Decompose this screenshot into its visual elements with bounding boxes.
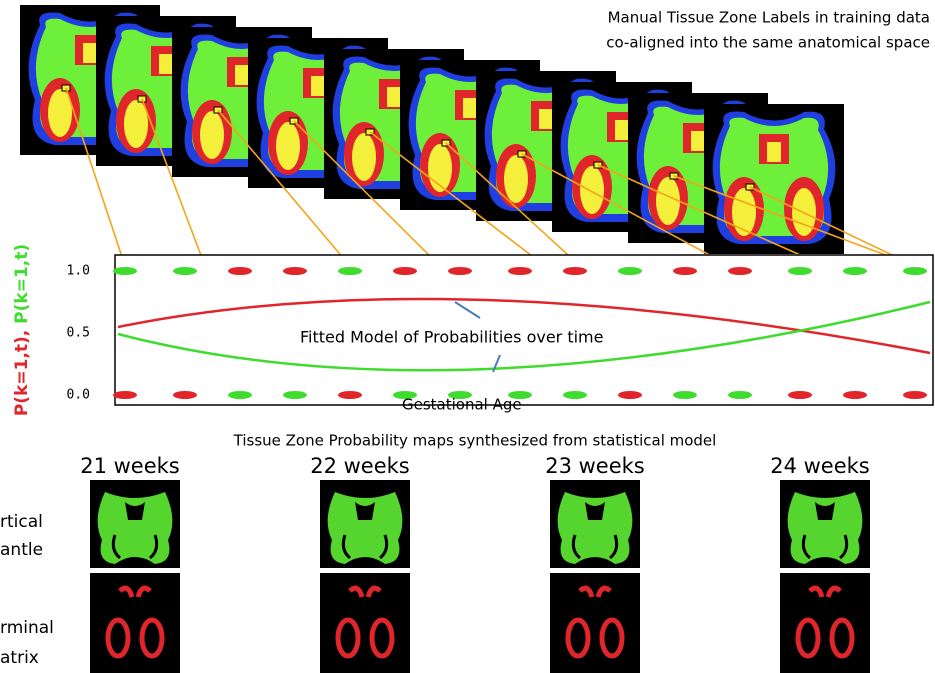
- dot: [448, 267, 472, 275]
- dot: [843, 391, 867, 399]
- row-label: antle: [0, 540, 43, 560]
- cortical-map: [320, 480, 410, 568]
- column-label: 23 weeks: [545, 454, 645, 478]
- dot: [228, 267, 252, 275]
- dot: [618, 391, 642, 399]
- x-label: Gestational Age: [402, 396, 522, 414]
- dot: [283, 391, 307, 399]
- dot: [788, 391, 812, 399]
- dot: [338, 391, 362, 399]
- tick-label: 0.0: [67, 388, 90, 403]
- matrix-map: [780, 573, 870, 673]
- dot: [283, 267, 307, 275]
- dot: [173, 267, 197, 275]
- dot: [618, 267, 642, 275]
- dot: [113, 267, 137, 275]
- row-label: atrix: [0, 648, 39, 668]
- dot: [903, 267, 927, 275]
- header-line: co-aligned into the same anatomical spac…: [606, 34, 930, 52]
- dot: [673, 391, 697, 399]
- matrix-map: [90, 573, 180, 673]
- dot: [338, 267, 362, 275]
- dot: [728, 391, 752, 399]
- header-line: Manual Tissue Zone Labels in training da…: [608, 9, 930, 27]
- annotation: Fitted Model of Probabilities over time: [300, 328, 603, 347]
- dot: [113, 391, 137, 399]
- dot: [903, 391, 927, 399]
- matrix-map: [320, 573, 410, 673]
- probability-maps: [90, 480, 870, 673]
- dot: [563, 391, 587, 399]
- column-label: 21 weeks: [80, 454, 180, 478]
- dot: [508, 267, 532, 275]
- dot: [673, 267, 697, 275]
- y-label: P(k=1,t), P(k=1,t): [12, 244, 32, 416]
- dot: [228, 391, 252, 399]
- cortical-map: [90, 480, 180, 568]
- row-label: rtical: [0, 512, 43, 532]
- dot: [728, 267, 752, 275]
- y-label-red: P(k=1,t),: [12, 330, 32, 416]
- row-label: rminal: [0, 618, 54, 638]
- maps-title: Tissue Zone Probability maps synthesized…: [233, 432, 717, 450]
- dot: [393, 267, 417, 275]
- dot: [843, 267, 867, 275]
- dot: [563, 267, 587, 275]
- y-label-green: P(k=1,t): [12, 244, 32, 324]
- tick-label: 0.5: [67, 326, 90, 341]
- cortical-map: [550, 480, 640, 568]
- figure: Manual Tissue Zone Labels in training da…: [0, 0, 935, 673]
- dot: [788, 267, 812, 275]
- cortical-map: [780, 480, 870, 568]
- dot: [173, 391, 197, 399]
- matrix-map: [550, 573, 640, 673]
- column-label: 22 weeks: [310, 454, 410, 478]
- column-label: 24 weeks: [770, 454, 870, 478]
- tick-label: 1.0: [67, 264, 90, 279]
